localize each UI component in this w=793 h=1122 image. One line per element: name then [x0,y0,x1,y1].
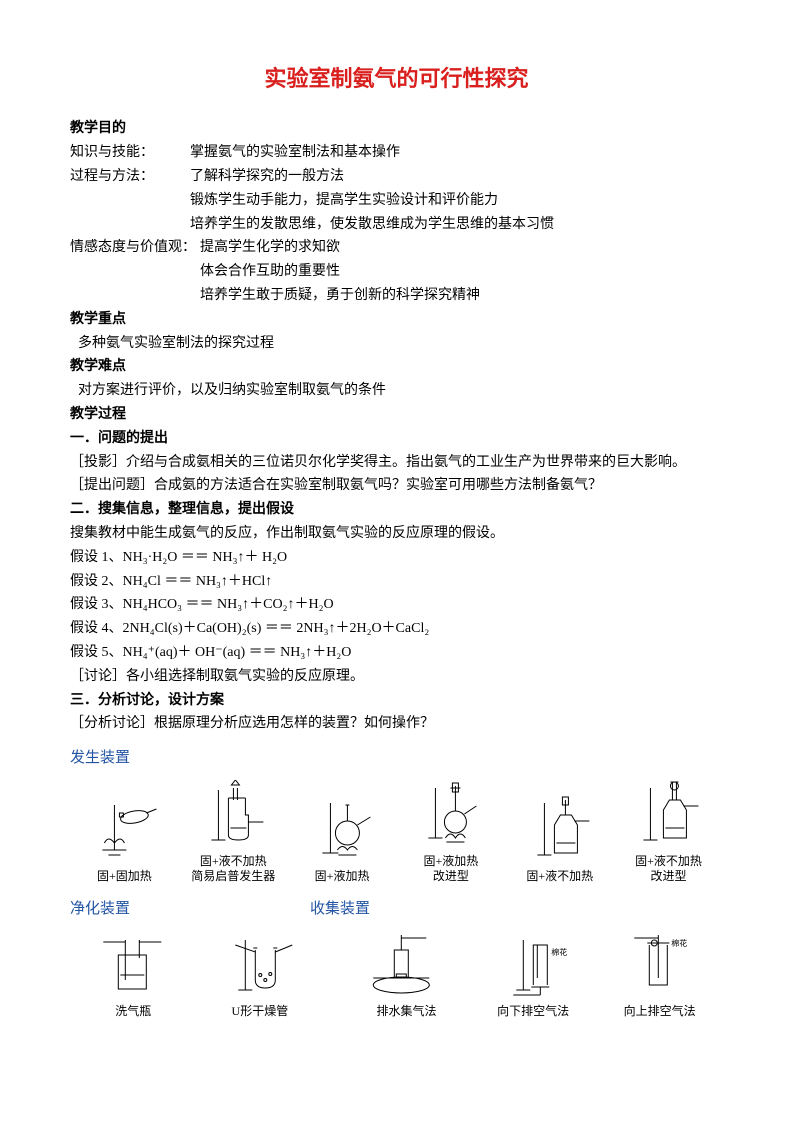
part1-header: 一．问题的提出 [70,427,723,451]
part3-analysis: ［分析讨论］根据原理分析应选用怎样的装置？如何操作？ [70,712,723,736]
hypothesis: 假设 2、NH₄Cl ＝＝ NH₃↑＋HCl↑ [70,570,723,594]
teaching-process: 教学过程 一．问题的提出 ［投影］介绍与合成氨相关的三位诺贝尔化学奖得主。指出氨… [70,403,723,1020]
apparatus-icon [197,930,324,1000]
knowledge-text: 掌握氨气的实验室制法和基本操作 [190,141,723,165]
app-caption: 固+液不加热 改进型 [614,854,723,885]
apparatus-icon [179,780,288,850]
part3-header: 三．分析讨论，设计方案 [70,689,723,713]
app-item: 固+液不加热 [505,795,614,885]
attitude-label: 情感态度与价值观： [70,236,200,307]
app-caption: 固+液加热 [288,869,397,885]
part1-question: ［提出问题］合成氨的方法适合在实验室制取氨气吗？实验室可用哪些方法制备氨气？ [70,474,723,498]
knowledge-label: 知识与技能： [70,141,190,165]
teaching-goal-header: 教学目的 [70,117,723,141]
app-caption: 向上排空气法 [596,1004,723,1020]
app-caption: 固+液不加热 [505,869,614,885]
apparatus-icon: 棉花 [470,930,597,1000]
app-item: U形干燥管 [197,930,324,1020]
app-item: 固+液加热 [288,795,397,885]
teaching-difficulty: 教学难点 对方案进行评价，以及归纳实验室制取氨气的条件 [70,355,723,403]
svg-text:棉花: 棉花 [672,938,688,948]
app-caption: 排水集气法 [343,1004,470,1020]
process-line: 了解科学探究的一般方法 [190,165,723,189]
app-item: 棉花 向上排空气法 [596,930,723,1020]
process-line: 锻炼学生动手能力，提高学生实验设计和评价能力 [190,189,723,213]
teaching-difficulty-header: 教学难点 [70,355,723,379]
hypothesis: 假设 5、NH₄⁺(aq)＋ OH⁻(aq) ＝＝ NH₃↑＋H₂O [70,641,723,665]
teaching-focus-header: 教学重点 [70,308,723,332]
part2-discussion: ［讨论］各小组选择制取氨气实验的反应原理。 [70,665,723,689]
apparatus-icon [614,780,723,850]
attitude-line: 体会合作互助的重要性 [200,260,723,284]
apparatus-icon [288,795,397,865]
app-caption: 固+液加热 改进型 [396,854,505,885]
teaching-focus: 教学重点 多种氨气实验室制法的探究过程 [70,308,723,356]
page-title: 实验室制氨气的可行性探究 [70,60,723,97]
collect-label: 收集装置 [310,897,370,923]
app-item: 排水集气法 [343,930,470,1020]
purify-label: 净化装置 [70,897,130,923]
app-item: 固+固加热 [70,795,179,885]
attitude-line: 提高学生化学的求知欲 [200,236,723,260]
process-line: 培养学生的发散思维，使发散思维成为学生思维的基本习惯 [190,213,723,237]
process-label: 过程与方法： [70,165,190,236]
app-caption: 固+固加热 [70,869,179,885]
app-item: 固+液加热 改进型 [396,780,505,885]
attitude-line: 培养学生敢于质疑，勇于创新的科学探究精神 [200,284,723,308]
hypothesis: 假设 3、NH₄HCO₃ ＝＝ NH₃↑＋CO₂↑＋H₂O [70,593,723,617]
apparatus-icon [70,930,197,1000]
app-item: 固+液不加热 简易启普发生器 [179,780,288,885]
app-item: 固+液不加热 改进型 [614,780,723,885]
app-caption: 向下排空气法 [470,1004,597,1020]
apparatus-icon [70,795,179,865]
apparatus-icon [343,930,470,1000]
app-caption: 洗气瓶 [70,1004,197,1020]
hypothesis: 假设 4、2NH₄Cl(s)＋Ca(OH)₂(s) ＝＝ 2NH₃↑＋2H₂O＋… [70,617,723,641]
hypothesis: 假设 1、NH₃·H₂O ＝＝ NH₃↑＋ H₂O [70,546,723,570]
app-item: 棉花 向下排空气法 [470,930,597,1020]
app-item: 洗气瓶 [70,930,197,1020]
teaching-process-header: 教学过程 [70,403,723,427]
part1-projection: ［投影］介绍与合成氨相关的三位诺贝尔化学奖得主。指出氨气的工业生产为世界带来的巨… [70,451,723,475]
teaching-goal: 教学目的 知识与技能： 掌握氨气的实验室制法和基本操作 过程与方法： 了解科学探… [70,117,723,307]
generator-row: 固+固加热 固+液不加热 简易启普发生器 [70,780,723,885]
app-caption: U形干燥管 [197,1004,324,1020]
apparatus-icon [505,795,614,865]
teaching-focus-text: 多种氨气实验室制法的探究过程 [78,332,723,356]
app-caption: 固+液不加热 简易启普发生器 [179,854,288,885]
apparatus-icon: 棉花 [596,930,723,1000]
teaching-difficulty-text: 对方案进行评价，以及归纳实验室制取氨气的条件 [78,379,723,403]
part2-intro: 搜集教材中能生成氨气的反应，作出制取氨气实验的反应原理的假设。 [70,522,723,546]
part2-header: 二．搜集信息，整理信息，提出假设 [70,498,723,522]
svg-text:棉花: 棉花 [551,947,567,957]
generator-label: 发生装置 [70,750,130,766]
purify-collect-row: 洗气瓶 U形干燥管 [70,930,723,1020]
apparatus-icon [396,780,505,850]
